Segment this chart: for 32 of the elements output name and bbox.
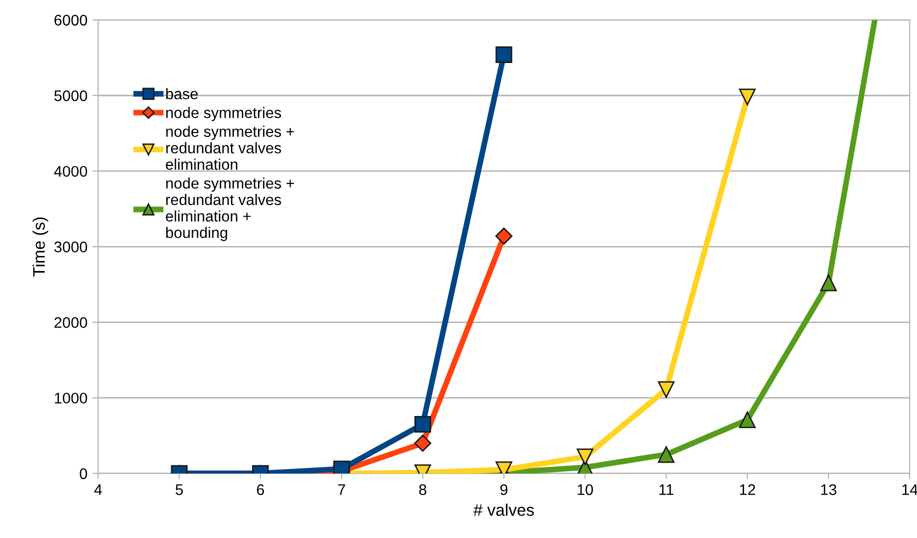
point: [496, 46, 512, 64]
point: [739, 88, 756, 106]
point: [658, 446, 675, 463]
x-tick-label: 7: [338, 484, 346, 495]
point: [820, 274, 837, 292]
x-tick-label: 8: [419, 484, 426, 496]
x-axis-title: # valves: [473, 504, 534, 516]
y-tick-label: 1000: [54, 392, 88, 404]
x-tick-label: 10: [578, 484, 593, 496]
x-tick-label: 13: [821, 484, 836, 496]
x-tick-label: 9: [500, 484, 508, 496]
y-tick-label: 5000: [54, 90, 88, 102]
y-tick-label: 6000: [54, 14, 88, 26]
legend-label: base: [166, 88, 198, 100]
x-tick-label: 4: [94, 484, 102, 495]
point: [414, 434, 432, 452]
x-tick-label: 6: [256, 484, 264, 496]
y-tick-label: 2000: [54, 317, 88, 328]
x-tick-label: 11: [659, 484, 674, 495]
y-axis-title: Time (s): [32, 217, 48, 277]
legend-label: node symmetries + redundant valves elimination + bounding: [166, 177, 294, 242]
x-tick-label: 12: [740, 484, 756, 495]
y-tick-label: 3000: [54, 242, 88, 252]
point: [658, 381, 675, 398]
point: [739, 411, 756, 428]
point: [495, 228, 512, 245]
y-tick-label: 0: [80, 468, 88, 480]
y-tick-label: 4000: [54, 166, 88, 177]
legend-label: node symmetries: [166, 106, 282, 122]
x-tick-label: 5: [176, 484, 183, 496]
point: [576, 448, 594, 466]
point: [414, 416, 432, 433]
